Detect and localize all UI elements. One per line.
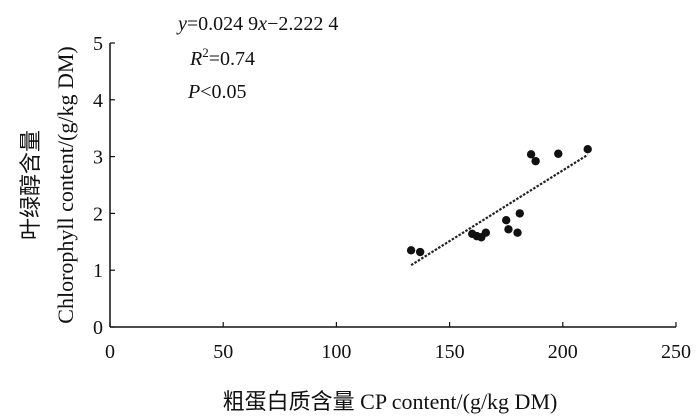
fit-layer (410, 153, 589, 267)
y-axis-title-cn: 叶绿醇含量 (18, 130, 43, 240)
data-point (513, 228, 522, 237)
y-axis-title-en: Chlorophyll content/(g/kg DM) (53, 46, 78, 323)
data-point (415, 247, 425, 257)
regression-annotation: y=0.024 9x−2.222 4 R2=0.74 P<0.05 (176, 13, 338, 103)
data-point (406, 246, 416, 255)
y-tick-label: 4 (93, 90, 103, 112)
data-point (502, 216, 511, 225)
data-point (515, 209, 524, 218)
data-point (531, 156, 540, 166)
x-axis-title: 粗蛋白质含量 CP content/(g/kg DM) (223, 389, 558, 414)
x-tick-label: 50 (213, 341, 233, 363)
r-squared-label: R2=0.74 (189, 45, 255, 70)
x-tick-label: 200 (548, 341, 578, 363)
y-tick-label: 0 (93, 317, 103, 339)
x-tick-label: 100 (321, 341, 351, 363)
x-tick-label: 150 (435, 341, 465, 363)
points-layer (406, 145, 592, 257)
data-point (481, 228, 491, 237)
data-point (526, 150, 536, 159)
data-point (583, 145, 592, 154)
axes: 0 50 100 150 200 250 0 1 2 3 4 5 (93, 33, 691, 363)
y-tick-label: 1 (93, 260, 103, 282)
x-tick-label: 0 (105, 341, 115, 363)
y-tick-label: 3 (93, 147, 103, 169)
y-tick-label: 5 (93, 33, 103, 55)
regression-line (410, 153, 589, 267)
p-value-label: P<0.05 (187, 81, 247, 103)
data-point (504, 225, 513, 234)
data-point (554, 149, 563, 158)
regression-equation: y=0.024 9x−2.222 4 (176, 13, 338, 35)
y-tick-label: 2 (93, 203, 103, 225)
x-tick-label: 250 (661, 341, 691, 363)
